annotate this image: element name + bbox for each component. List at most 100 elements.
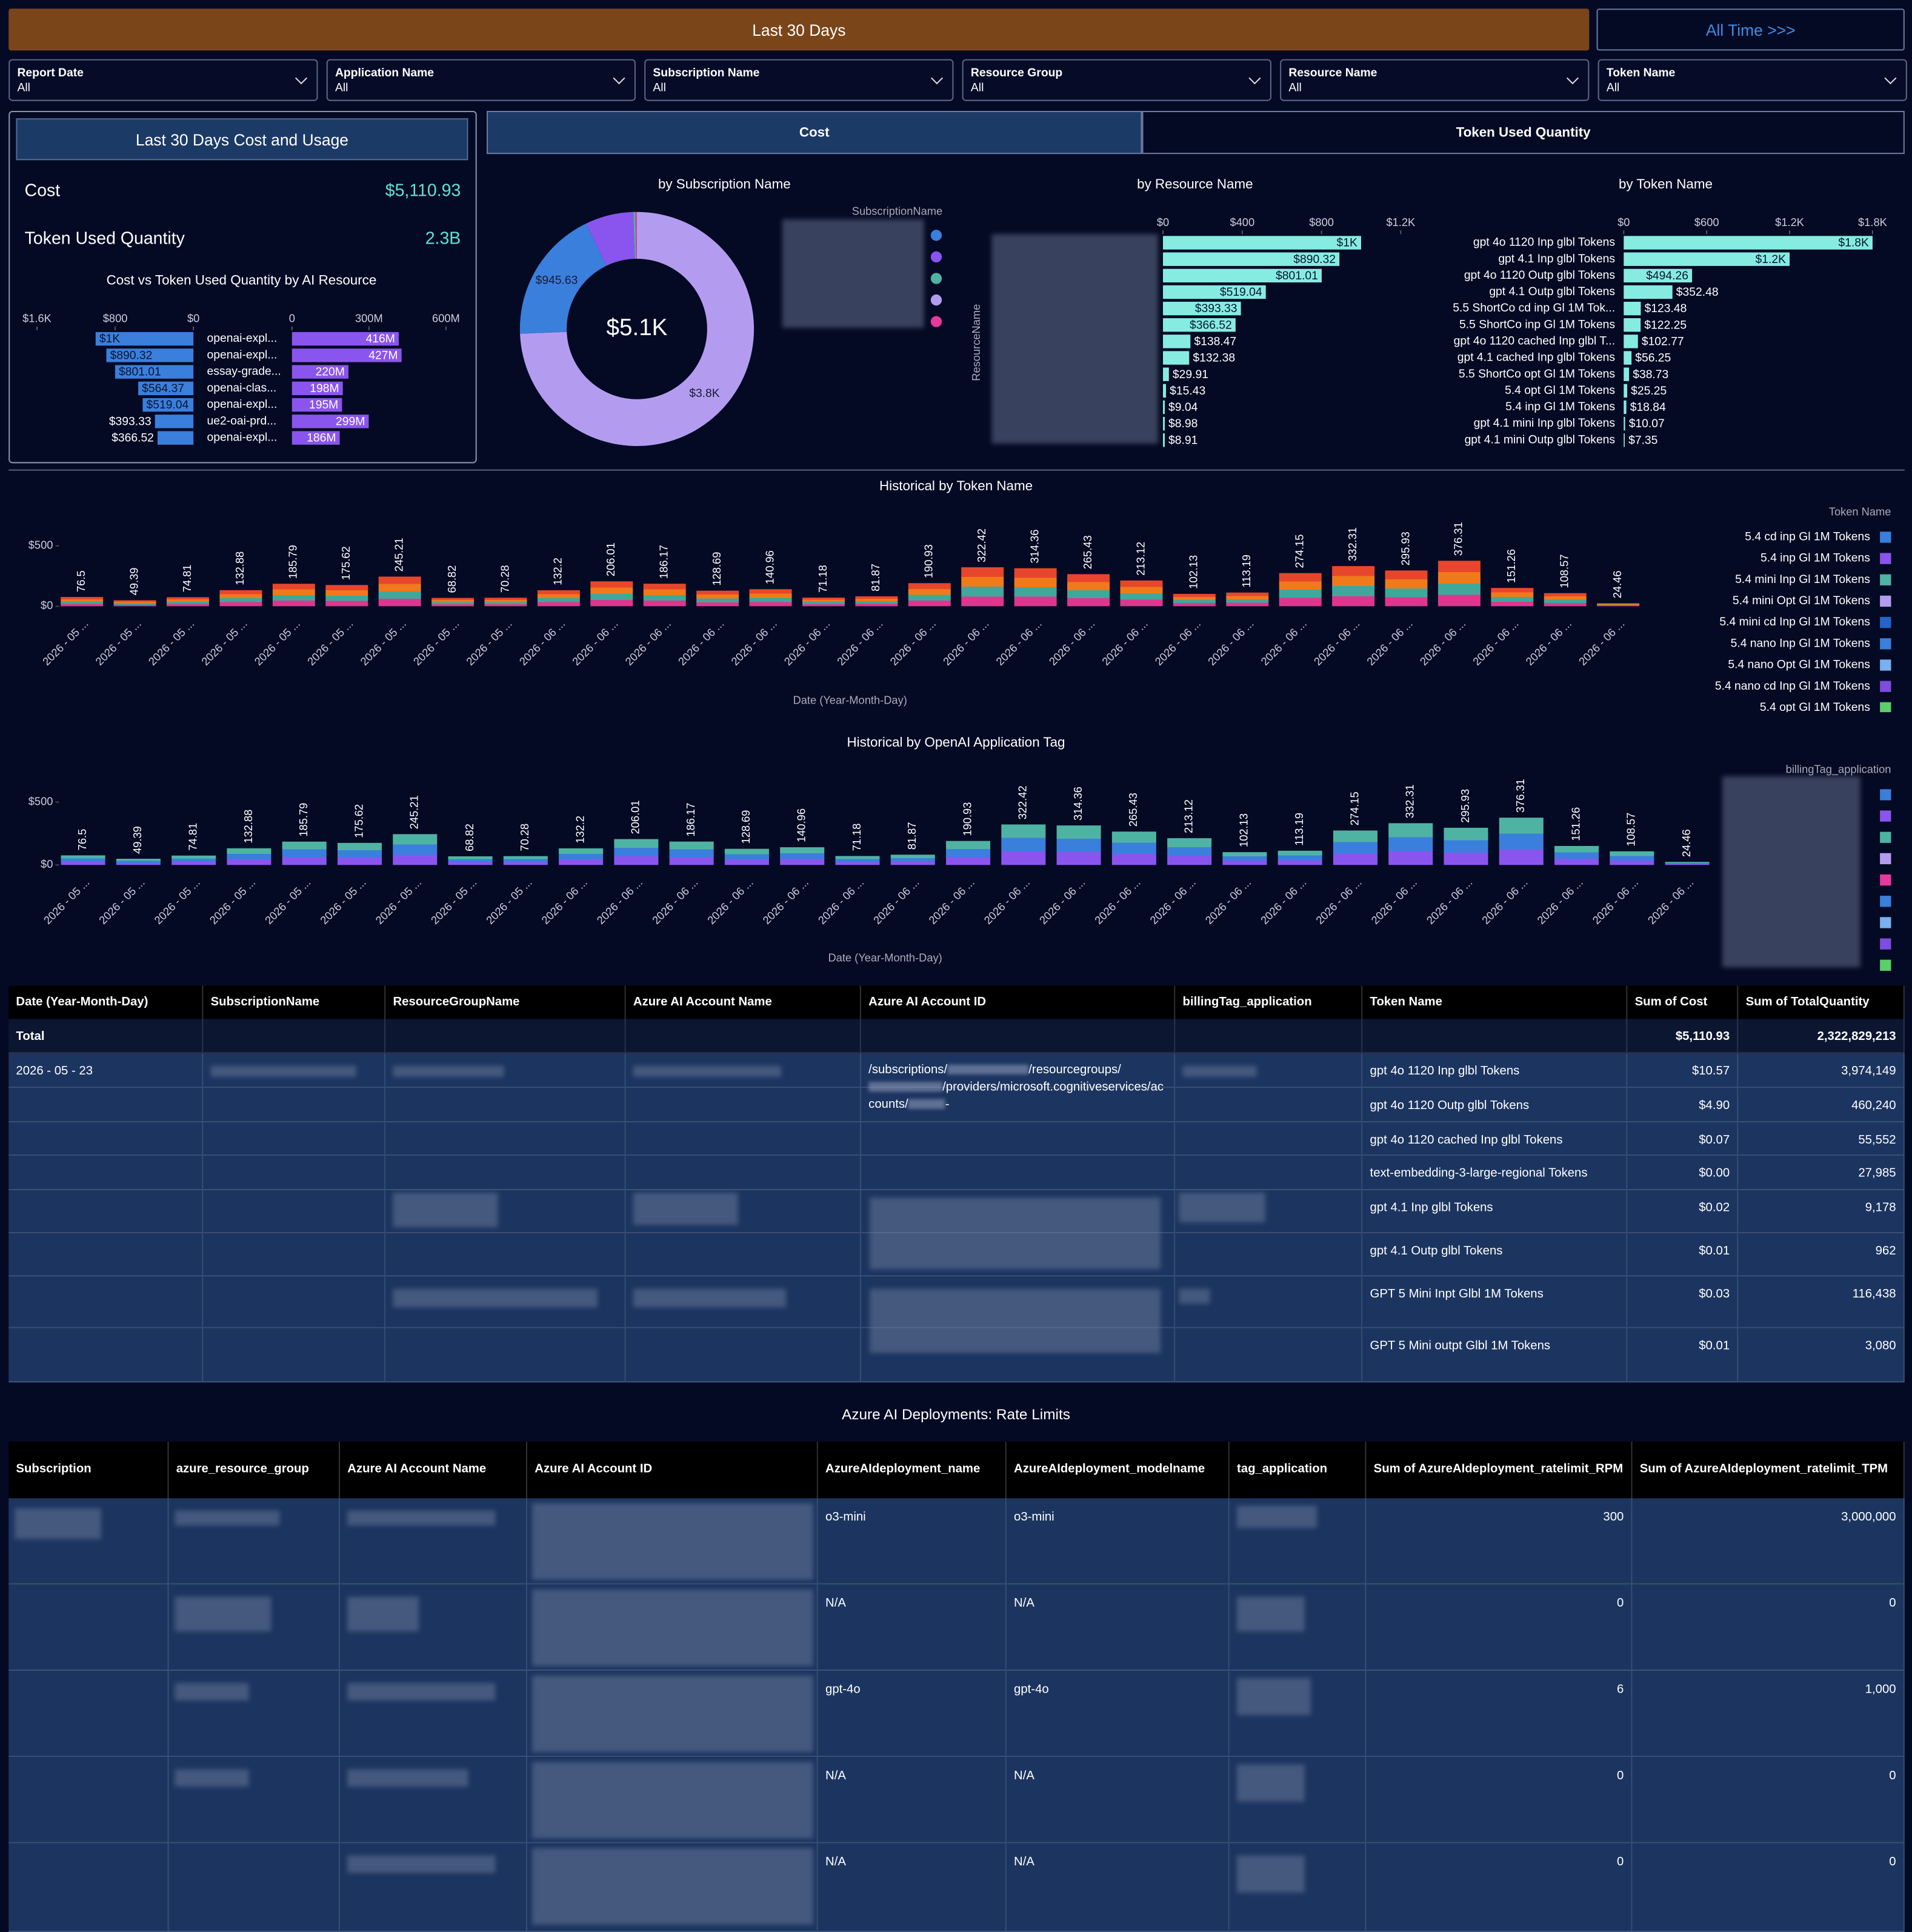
tab-tokens[interactable]: Token Used Quantity (1142, 110, 1905, 155)
table-cell: gpt 4.1 Inp glbl Tokens (1362, 1190, 1628, 1234)
bar (291, 431, 340, 445)
column-header[interactable]: tag_application (1229, 1441, 1367, 1499)
last-30-days-button[interactable]: Last 30 Days (8, 8, 1590, 51)
x-tick-label: $0 (1617, 216, 1630, 228)
bar (291, 365, 348, 379)
column-header[interactable]: Azure AI Account Name (340, 1441, 528, 1499)
account-id-part: /providers/microsoft.cognitiveservices/a… (868, 1081, 1164, 1111)
redacted-block (347, 1596, 419, 1631)
table-cell: 2,322,829,213 (1738, 1019, 1905, 1054)
table-cell (8, 1190, 204, 1234)
column-header[interactable]: Token Name (1362, 985, 1628, 1019)
x-tick-label: 2026 - 05 ... (146, 617, 197, 668)
bar (1624, 367, 1630, 381)
table-cell: $0.01 (1627, 1233, 1739, 1277)
value-label: 427M (368, 349, 398, 362)
value-label: $122.25 (1644, 319, 1687, 331)
table-cell (1362, 1019, 1628, 1054)
redacted-block (870, 1198, 1161, 1270)
column-header[interactable]: azure_resource_group (168, 1441, 341, 1499)
link-label: All Time >>> (1705, 20, 1796, 39)
x-tick-label: 2026 - 06 ... (1424, 876, 1475, 927)
filter-dropdown[interactable]: Resource Name All (1280, 59, 1590, 101)
column-header[interactable]: AzureAIdeployment_name (818, 1441, 1007, 1499)
bar (1277, 850, 1322, 865)
bar (908, 583, 951, 607)
cost-value: $5,110.93 (385, 179, 461, 200)
x-tick-label: 2026 - 05 ... (318, 876, 368, 927)
table-cell (340, 1584, 528, 1671)
table-cell (385, 1088, 626, 1123)
legend-swatch (1880, 810, 1891, 822)
column-header[interactable]: Sum of TotalQuantity (1738, 985, 1905, 1019)
filter-dropdown[interactable]: Report Date All (8, 59, 318, 101)
column-header[interactable]: billingTag_application (1175, 985, 1363, 1019)
table-cell (1229, 1757, 1367, 1844)
value-label: 245.21 (408, 795, 421, 829)
legend-swatch (930, 316, 942, 327)
filter-dropdown[interactable]: Subscription Name All (644, 59, 954, 101)
cost-label: Cost (24, 179, 61, 200)
column-header[interactable]: Azure AI Account ID (527, 1441, 818, 1499)
bar (724, 848, 769, 865)
table-cell (8, 1584, 169, 1671)
bar (337, 842, 382, 865)
bar (1163, 400, 1165, 415)
x-tick-label: 2026 - 06 ... (676, 617, 727, 668)
table-cell (527, 1498, 818, 1585)
x-tick-label: 2026 - 06 ... (1202, 876, 1253, 927)
bar (961, 567, 1004, 607)
bar (1624, 236, 1873, 250)
value-label: 295.93 (1399, 531, 1411, 565)
summary-panel (8, 110, 477, 464)
column-header[interactable]: AzureAIdeployment_modelname (1006, 1441, 1230, 1499)
value-label: 190.93 (922, 544, 935, 578)
legend-swatch (930, 294, 942, 306)
x-tick-label: 2026 - 06 ... (1258, 876, 1309, 927)
value-label: 74.81 (186, 823, 199, 851)
table-cell (203, 1328, 386, 1383)
tab-cost[interactable]: Cost (486, 110, 1142, 155)
legend-swatch (1880, 702, 1891, 713)
value-label: 81.87 (869, 564, 882, 591)
table-cell: 9,178 (1738, 1190, 1905, 1234)
value-label: 195M (309, 399, 338, 411)
value-label: 376.31 (1452, 522, 1465, 556)
x-tick-label: 2026 - 06 ... (539, 876, 590, 927)
value-label: $38.73 (1633, 368, 1668, 381)
filter-dropdown[interactable]: Token Name All (1597, 59, 1907, 101)
filter-label: Token Name (1606, 66, 1676, 81)
bar (1163, 433, 1165, 447)
category-label: gpt 4.1 mini Inp glbl Tokens (1474, 417, 1615, 430)
column-header[interactable]: Sum of Cost (1627, 985, 1739, 1019)
column-header[interactable]: ResourceGroupName (385, 985, 626, 1019)
table-cell (527, 1584, 818, 1671)
column-header[interactable]: Subscription (8, 1441, 169, 1499)
all-time-link[interactable]: All Time >>> (1596, 8, 1905, 51)
legend-swatch (1880, 638, 1891, 650)
table-cell: o3-mini (1006, 1498, 1230, 1585)
x-tick-label: 2026 - 05 ... (262, 876, 313, 927)
table-cell: 2026 - 05 - 23 (8, 1053, 204, 1088)
category-label: 5.4 opt Gl 1M Tokens (1505, 384, 1615, 397)
column-header[interactable]: Azure AI Account Name (625, 985, 861, 1019)
table-cell: 0 (1632, 1843, 1905, 1932)
legend-label: 5.4 mini Inp Gl 1M Tokens (1735, 573, 1870, 586)
value-label: 322.42 (1016, 785, 1029, 819)
value-label: 70.28 (498, 565, 511, 593)
filter-dropdown[interactable]: Application Name All (326, 59, 636, 101)
value-label: 128.69 (710, 552, 723, 586)
legend-swatch (1880, 917, 1891, 928)
column-header[interactable]: Sum of AzureAIdeployment_ratelimit_TPM (1632, 1441, 1905, 1499)
column-header[interactable]: Date (Year-Month-Day) (8, 985, 204, 1019)
value-label: 71.18 (850, 824, 863, 851)
legend-swatch (1880, 853, 1891, 865)
column-header[interactable]: Sum of AzureAIdeployment_ratelimit_RPM (1366, 1441, 1633, 1499)
column-header[interactable]: Azure AI Account ID (861, 985, 1176, 1019)
pie-segment (633, 212, 636, 259)
filter-dropdown[interactable]: Resource Group All (962, 59, 1271, 101)
column-header[interactable]: SubscriptionName (203, 985, 386, 1019)
redacted-block (1236, 1764, 1305, 1802)
value-label: 185.79 (297, 803, 310, 837)
